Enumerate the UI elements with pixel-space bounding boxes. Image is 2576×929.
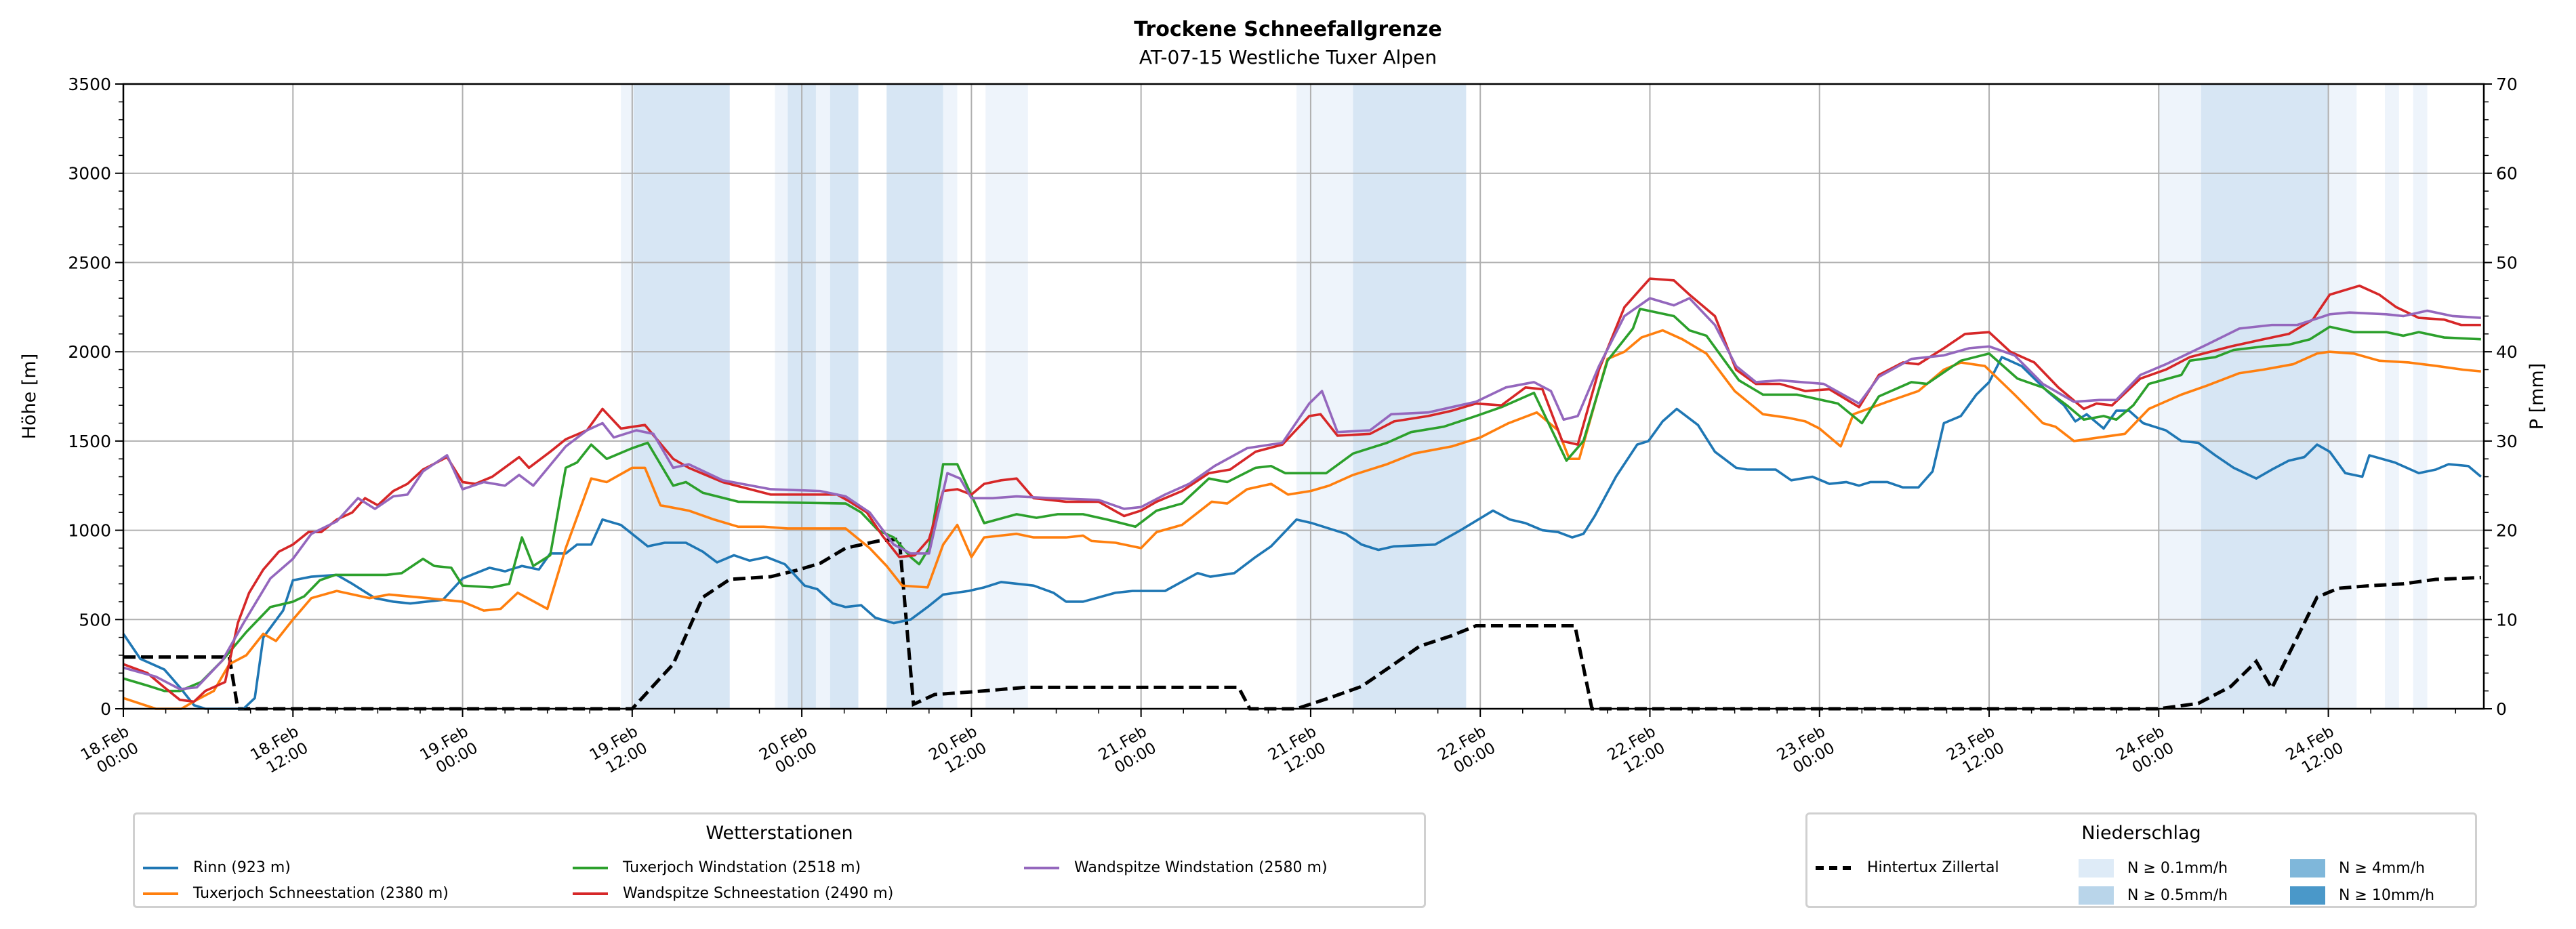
legend-label: Wandspitze Schneestation (2490 m) (623, 885, 894, 902)
y2-tick-label: 0 (2496, 699, 2507, 719)
y-tick-label: 3500 (68, 75, 111, 94)
legend-swatch (143, 892, 178, 895)
legend-label: Tuxerjoch Schneestation (2380 m) (193, 885, 449, 902)
legend-label: N ≥ 0.1mm/h (2127, 860, 2228, 877)
legend-swatch (2079, 859, 2114, 878)
y-tick-label: 0 (100, 699, 111, 719)
precip-line-hintertux (123, 537, 2481, 711)
precip-band (633, 84, 730, 709)
legend-label: N ≥ 10mm/h (2339, 887, 2435, 904)
legend-swatch (2079, 886, 2114, 905)
legend-swatch (573, 866, 608, 869)
legend-label: Hintertux Zillertal (1867, 859, 1999, 876)
precip-band (775, 84, 788, 709)
legend-label: Rinn (923 m) (193, 859, 291, 876)
precip-band (815, 84, 830, 709)
legend-swatch (1024, 866, 1059, 869)
plot-frame (122, 83, 2485, 710)
precip-band (2385, 84, 2399, 709)
legend-item-tuxerjoch-wind: Tuxerjoch Windstation (2518 m) (573, 859, 861, 876)
legend-label: N ≥ 0.5mm/h (2127, 887, 2228, 904)
y-tick-label: 2500 (68, 253, 111, 272)
series-line-wandspitze (123, 277, 2481, 703)
legend-item-hintertux: Hintertux Zillertal (1816, 859, 1999, 876)
precip-band (2413, 84, 2428, 709)
legend-swatch (573, 892, 608, 895)
legend-label: Wandspitze Windstation (2580 m) (1074, 859, 1328, 876)
legend-swatch-dashed (1816, 865, 1851, 870)
precip-band (2201, 84, 2329, 709)
y2-axis-label: P [mm] (2527, 363, 2548, 430)
y-tick-label: 500 (79, 610, 111, 629)
legend-label: N ≥ 4mm/h (2339, 860, 2426, 877)
chart-subtitle: AT-07-15 Westliche Tuxer Alpen (1139, 46, 1437, 68)
y2-tick-label: 50 (2496, 253, 2518, 272)
legend-item-tuxerjoch-schnee: Tuxerjoch Schneestation (2380 m) (143, 885, 449, 902)
precip-legend: Niederschlag Hintertux Zillertal N ≥ 0.1… (1805, 812, 2477, 908)
stations-legend-title: Wetterstationen (706, 823, 853, 844)
precip-band (2328, 84, 2357, 709)
y2-tick-label: 30 (2496, 432, 2518, 451)
y2-tick-label: 20 (2496, 521, 2518, 541)
stations-legend: Wetterstationen Rinn (923 m) Tuxerjoch S… (133, 812, 1426, 908)
legend-item-wandspitze-wind: Wandspitze Windstation (2580 m) (1024, 859, 1328, 876)
y-axis-label: Höhe [m] (19, 354, 40, 440)
y2-tick-label: 60 (2496, 164, 2518, 184)
legend-item-n10: N ≥ 10mm/h (2290, 886, 2434, 905)
legend-item-wandspitze-schnee: Wandspitze Schneestation (2490 m) (573, 885, 893, 902)
precip-band (886, 84, 943, 709)
precip-band (1353, 84, 1467, 709)
y-tick-label: 1500 (68, 432, 111, 451)
precip-band (621, 84, 634, 709)
series-line-tuxerjoch (123, 308, 2481, 693)
legend-swatch (143, 866, 178, 869)
series-line-wandspitze (123, 297, 2481, 690)
legend-swatch (2290, 859, 2325, 878)
precip-band (985, 84, 1028, 709)
precip-band (943, 84, 958, 709)
y2-tick-label: 40 (2496, 342, 2518, 362)
legend-item-rinn: Rinn (923 m) (143, 859, 291, 876)
y-tick-label: 2000 (68, 342, 111, 362)
y-tick-label: 1000 (68, 521, 111, 541)
series-line-rinn (122, 356, 2482, 710)
legend-item-n05: N ≥ 0.5mm/h (2079, 886, 2228, 905)
legend-swatch (2290, 886, 2325, 905)
y-tick-label: 3000 (68, 164, 111, 184)
y2-tick-label: 10 (2496, 610, 2518, 629)
legend-item-n4: N ≥ 4mm/h (2290, 859, 2425, 878)
y2-tick-label: 70 (2496, 75, 2518, 94)
precip-band (830, 84, 859, 709)
series-line-tuxerjoch (123, 329, 2482, 710)
legend-label: Tuxerjoch Windstation (2518 m) (623, 859, 861, 876)
chart-title: Trockene Schneefallgrenze (1134, 18, 1442, 41)
precip-legend-title: Niederschlag (2081, 823, 2201, 844)
legend-item-n01: N ≥ 0.1mm/h (2079, 859, 2228, 878)
